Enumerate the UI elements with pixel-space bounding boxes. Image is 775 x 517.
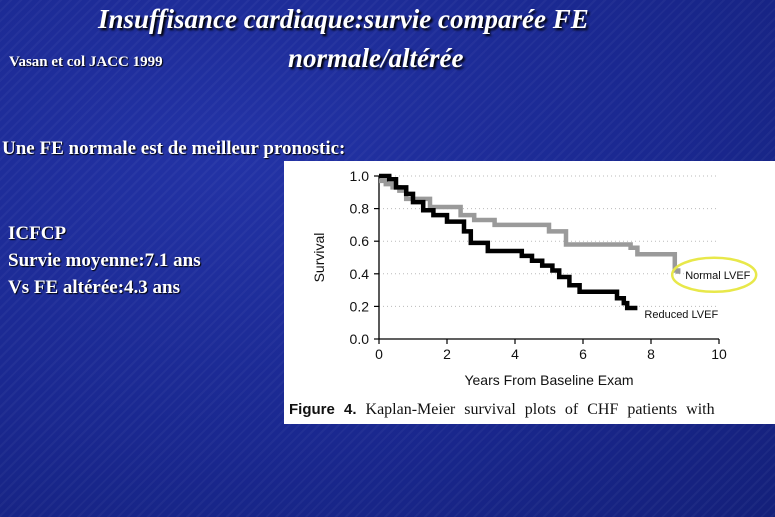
x-axis-label: Years From Baseline Exam [464, 372, 633, 388]
y-tick-label: 0.8 [350, 201, 370, 217]
x-tick-label: 4 [511, 346, 519, 362]
slide-subtitle: Une FE normale est de meilleur pronostic… [2, 138, 346, 159]
x-tick-label: 6 [579, 346, 587, 362]
slide-title-line-2: normale/altérée [288, 43, 464, 73]
slide-title-line-1: Insuffisance cardiaque:survie comparée F… [98, 4, 589, 34]
figure-panel: 0.0 0.2 0.4 0.6 0.8 1.0 0 2 4 6 8 10 Years From Base… [284, 161, 775, 424]
series-label: Reduced LVEF [644, 309, 718, 321]
x-tick-label: 2 [443, 346, 451, 362]
highlight-ellipse [670, 256, 758, 294]
y-tick-label: 0.2 [350, 298, 370, 314]
key-point: ICFCP [8, 223, 67, 244]
x-tick-label: 10 [711, 346, 727, 362]
series-line-normal-lvef [379, 178, 681, 274]
figure-caption-label: Figure 4. [289, 401, 357, 418]
key-point: Vs FE altérée:4.3 ans [8, 277, 181, 298]
y-tick-label: 1.0 [350, 168, 370, 184]
reference-citation: Vasan et col JACC 1999 [9, 54, 163, 70]
key-points-list: ICFCP Survie moyenne:7.1 ans Vs FE altér… [8, 220, 201, 301]
y-tick-label: 0.0 [350, 331, 370, 347]
series-label: Normal LVEF [685, 270, 750, 282]
x-tick-label: 0 [375, 346, 383, 362]
key-point: Survie moyenne:7.1 ans [8, 250, 201, 271]
figure-caption-text: Kaplan-Meier survival plots of CHF patie… [365, 401, 715, 418]
y-tick-label: 0.4 [350, 266, 370, 282]
y-tick-label: 0.6 [350, 233, 370, 249]
figure-caption: Figure 4. Kaplan-Meier survival plots of… [289, 401, 715, 419]
y-axis-label: Survival [311, 233, 327, 283]
series-line-reduced-lvef [379, 173, 638, 311]
x-tick-label: 8 [647, 346, 655, 362]
kaplan-meier-chart: 0.0 0.2 0.4 0.6 0.8 1.0 0 2 4 6 8 10 Years From Base… [311, 168, 758, 388]
